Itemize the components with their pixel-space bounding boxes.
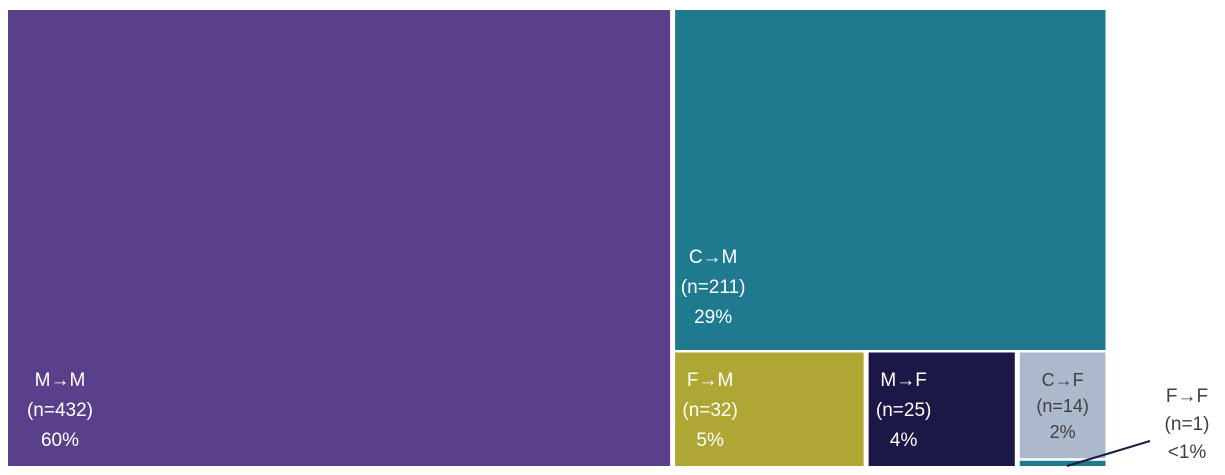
tile-m-to-m xyxy=(8,10,671,466)
label-count-c-to-f: (n=14) xyxy=(1036,396,1089,416)
labels-group: M→M (n=432) 60% C→M (n=211) 29% F→M (n=32) 5% M→F… xyxy=(27,247,1210,467)
tile-f-to-m xyxy=(675,352,864,466)
label-count-f-to-f: (n=1) xyxy=(1165,414,1210,435)
label-pct-m-to-m: 60% xyxy=(41,430,79,451)
tiles-group xyxy=(8,10,1106,466)
tile-c-to-f xyxy=(1019,352,1106,459)
label-count-c-to-m: (n=211) xyxy=(681,277,746,298)
label-name-m-to-m: M→M xyxy=(35,370,86,391)
label-pct-m-to-f: 4% xyxy=(890,430,918,451)
label-count-m-to-f: (n=25) xyxy=(876,400,931,421)
label-name-m-to-f: M→F xyxy=(880,370,926,391)
tile-f-to-f xyxy=(1019,460,1106,466)
leader-line-f-to-f xyxy=(1066,440,1151,467)
label-pct-c-to-m: 29% xyxy=(694,307,732,328)
label-pct-f-to-m: 5% xyxy=(696,430,724,451)
tile-m-to-f xyxy=(868,352,1015,466)
label-name-f-to-f: F→F xyxy=(1166,386,1208,407)
tile-c-to-m xyxy=(675,10,1106,350)
label-name-c-to-m: C→M xyxy=(689,247,738,268)
label-name-f-to-m: F→M xyxy=(687,370,733,391)
label-pct-f-to-f: <1% xyxy=(1168,442,1207,463)
label-count-m-to-m: (n=432) xyxy=(27,400,93,421)
label-count-f-to-m: (n=32) xyxy=(682,400,737,421)
label-name-c-to-f: C→F xyxy=(1042,370,1084,390)
label-pct-c-to-f: 2% xyxy=(1050,422,1076,442)
